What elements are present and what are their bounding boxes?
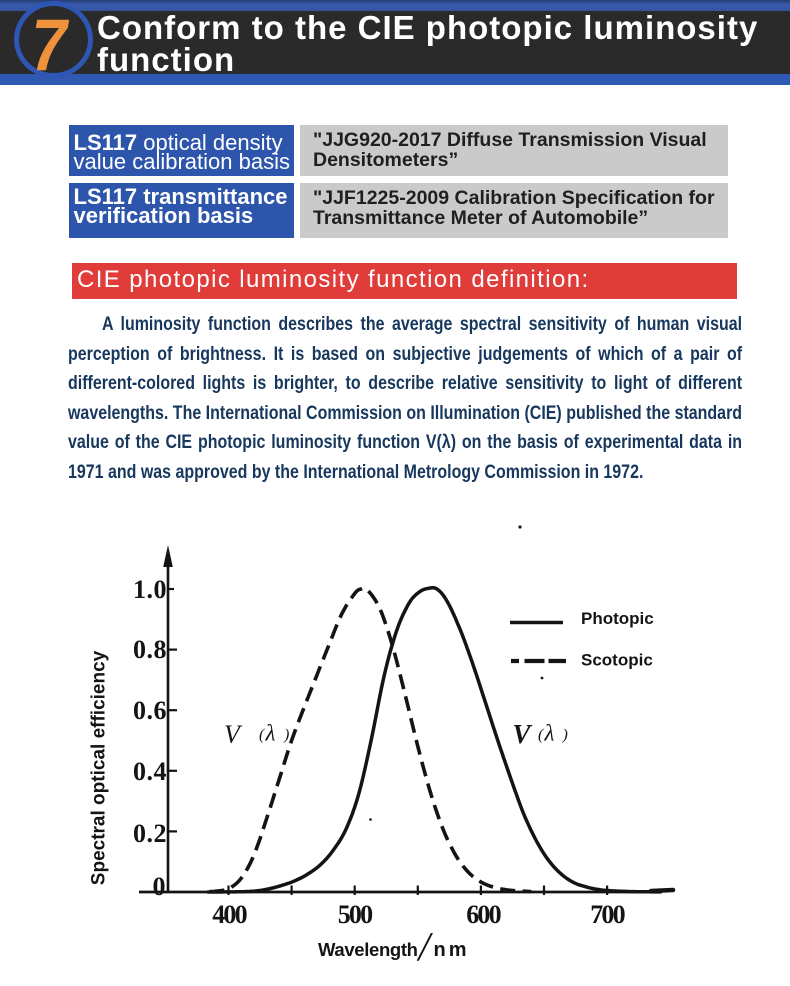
svg-text:λ: λ bbox=[265, 721, 276, 746]
svg-text:0: 0 bbox=[153, 872, 167, 901]
svg-text:500: 500 bbox=[338, 900, 373, 929]
svg-text:V: V bbox=[513, 719, 533, 749]
svg-text:400: 400 bbox=[212, 900, 247, 929]
svg-text:(: ( bbox=[538, 727, 545, 744]
svg-text:1.0: 1.0 bbox=[133, 575, 167, 604]
svg-text:Wavelength: Wavelength bbox=[318, 939, 418, 960]
svg-text:600: 600 bbox=[466, 900, 501, 929]
svg-text:V: V bbox=[224, 720, 243, 749]
svg-text:/: / bbox=[417, 923, 434, 969]
svg-text:0.6: 0.6 bbox=[133, 696, 167, 725]
svg-text:0.8: 0.8 bbox=[133, 635, 167, 664]
svg-text:λ: λ bbox=[544, 721, 555, 746]
svg-text:Scotopic: Scotopic bbox=[581, 651, 653, 670]
svg-text:Photopic: Photopic bbox=[581, 609, 654, 628]
svg-text:0.4: 0.4 bbox=[133, 757, 167, 786]
svg-text:nm: nm bbox=[434, 939, 470, 961]
svg-text:(: ( bbox=[259, 727, 266, 744]
svg-text:700: 700 bbox=[590, 900, 625, 929]
svg-text:): ) bbox=[562, 727, 568, 744]
svg-text:0.2: 0.2 bbox=[133, 819, 167, 848]
svg-text:): ) bbox=[283, 727, 289, 744]
svg-text:Spectral optical efficiency: Spectral optical efficiency bbox=[89, 650, 110, 885]
